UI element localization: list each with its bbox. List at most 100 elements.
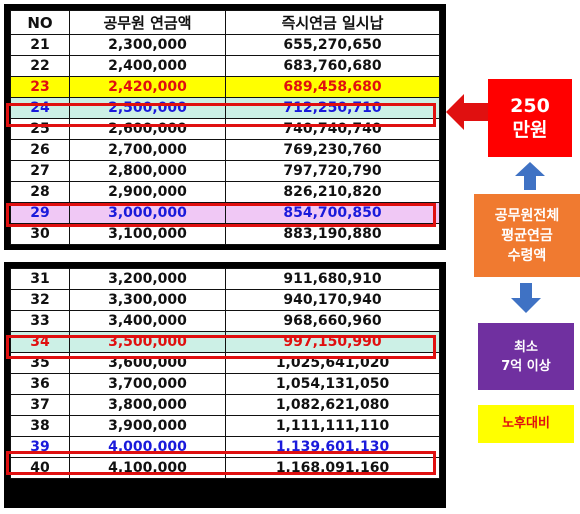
callout-red-line2: 만원 [512,119,548,141]
row-no: 32 [10,289,70,311]
table-row: 30 3,100,000 883,190,880 [10,223,440,245]
left-arrow-icon [446,94,488,130]
row-no: 23 [10,76,70,98]
row-lump: 883,190,880 [225,223,440,245]
row-lump: 797,720,790 [225,160,440,182]
callout-250-manwon: 250 만원 [488,79,572,157]
row-lump: 826,210,820 [225,181,440,203]
callout-purple-line2: 7억 이상 [501,358,551,374]
row-amount: 3,100,000 [69,223,226,245]
row-amount: 2,700,000 [69,139,226,161]
row-lump: 655,270,650 [225,34,440,56]
header-no: NO [10,10,70,35]
callout-orange-line3: 수령액 [507,247,547,264]
row-amount: 3,900,000 [69,415,226,437]
table-row: 26 2,700,000 769,230,760 [10,139,440,161]
callout-red-line1: 250 [510,95,550,117]
row-lump: 683,760,680 [225,55,440,77]
row-no: 31 [10,268,70,290]
pension-table-top-grid: NO 공무원 연금액 즉시연금 일시납 21 2,300,000 655,270… [10,10,440,245]
row-lump: 769,230,760 [225,139,440,161]
row-lump: 911,680,910 [225,268,440,290]
row-no: 38 [10,415,70,437]
row-no: 35 [10,352,70,374]
callout-average-pension: 공무원전체 평균연금 수령액 [474,194,580,277]
table-row: 21 2,300,000 655,270,650 [10,34,440,56]
row-lump: 712,250,710 [225,97,440,119]
row-lump: 1,111,111,110 [225,415,440,437]
row-no: 36 [10,373,70,395]
table-row-highlight-white: 39 4,000,000 1,139,601,130 [10,436,440,458]
row-amount: 4,100,000 [69,457,226,479]
row-lump: 740,740,740 [225,118,440,140]
row-no: 27 [10,160,70,182]
table-row: 36 3,700,000 1,054,131,050 [10,373,440,395]
row-amount: 2,600,000 [69,118,226,140]
table-row: 31 3,200,000 911,680,910 [10,268,440,290]
row-lump: 854,700,850 [225,202,440,224]
row-no: 29 [10,202,70,224]
pension-table-top: NO 공무원 연금액 즉시연금 일시납 21 2,300,000 655,270… [4,4,446,250]
row-no: 33 [10,310,70,332]
callout-orange-line1: 공무원전체 [494,207,560,224]
row-amount: 2,500,000 [69,97,226,119]
row-no: 28 [10,181,70,203]
up-arrow-icon [515,162,545,190]
table-row: 37 3,800,000 1,082,621,080 [10,394,440,416]
pension-table-bottom: 31 3,200,000 911,680,910 32 3,300,000 94… [4,262,446,508]
header-pension-amount: 공무원 연금액 [69,10,226,35]
table-row: 35 3,600,000 1,025,641,020 [10,352,440,374]
table-row: 27 2,800,000 797,720,790 [10,160,440,182]
row-lump: 689,458,680 [225,76,440,98]
row-amount: 2,900,000 [69,181,226,203]
row-no: 34 [10,331,70,353]
row-amount: 3,700,000 [69,373,226,395]
row-no: 30 [10,223,70,245]
table-header-row: NO 공무원 연금액 즉시연금 일시납 [10,10,440,35]
callout-minimum-700m: 최소 7억 이상 [478,323,574,390]
row-lump: 1,082,621,080 [225,394,440,416]
row-amount: 3,300,000 [69,289,226,311]
row-amount: 3,000,000 [69,202,226,224]
table-row: 22 2,400,000 683,760,680 [10,55,440,77]
table-row: 33 3,400,000 968,660,960 [10,310,440,332]
table-row: 28 2,900,000 826,210,820 [10,181,440,203]
callout-purple-line1: 최소 [514,339,538,355]
table-row-highlight-violet: 29 3,000,000 854,700,850 [10,202,440,224]
row-lump: 940,170,940 [225,289,440,311]
row-no: 26 [10,139,70,161]
row-no: 25 [10,118,70,140]
row-no: 24 [10,97,70,119]
table-row: 40 4,100,000 1,168,091,160 [10,457,440,479]
row-amount: 2,420,000 [69,76,226,98]
row-amount: 2,300,000 [69,34,226,56]
table-row: 38 3,900,000 1,111,111,110 [10,415,440,437]
row-lump: 997,150,990 [225,331,440,353]
row-no: 39 [10,436,70,458]
row-amount: 3,600,000 [69,352,226,374]
callout-retirement-prep: 노후대비 [478,405,574,443]
row-lump: 1,025,641,020 [225,352,440,374]
row-no: 22 [10,55,70,77]
table-row: 32 3,300,000 940,170,940 [10,289,440,311]
row-amount: 3,200,000 [69,268,226,290]
table-row-highlight-mint: 24 2,500,000 712,250,710 [10,97,440,119]
row-lump: 1,054,131,050 [225,373,440,395]
header-lump-sum: 즉시연금 일시납 [225,10,440,35]
row-lump: 1,139,601,130 [225,436,440,458]
down-arrow-icon [511,283,541,313]
row-amount: 3,500,000 [69,331,226,353]
row-no: 37 [10,394,70,416]
row-lump: 1,168,091,160 [225,457,440,479]
row-amount: 4,000,000 [69,436,226,458]
row-amount: 3,800,000 [69,394,226,416]
callout-orange-line2: 평균연금 [501,227,553,244]
row-amount: 2,400,000 [69,55,226,77]
pension-table-bottom-grid: 31 3,200,000 911,680,910 32 3,300,000 94… [10,268,440,479]
row-no: 40 [10,457,70,479]
table-row: 25 2,600,000 740,740,740 [10,118,440,140]
row-no: 21 [10,34,70,56]
table-row-highlight-yellow: 23 2,420,000 689,458,680 [10,76,440,98]
table-row-highlight-mint: 34 3,500,000 997,150,990 [10,331,440,353]
row-amount: 2,800,000 [69,160,226,182]
